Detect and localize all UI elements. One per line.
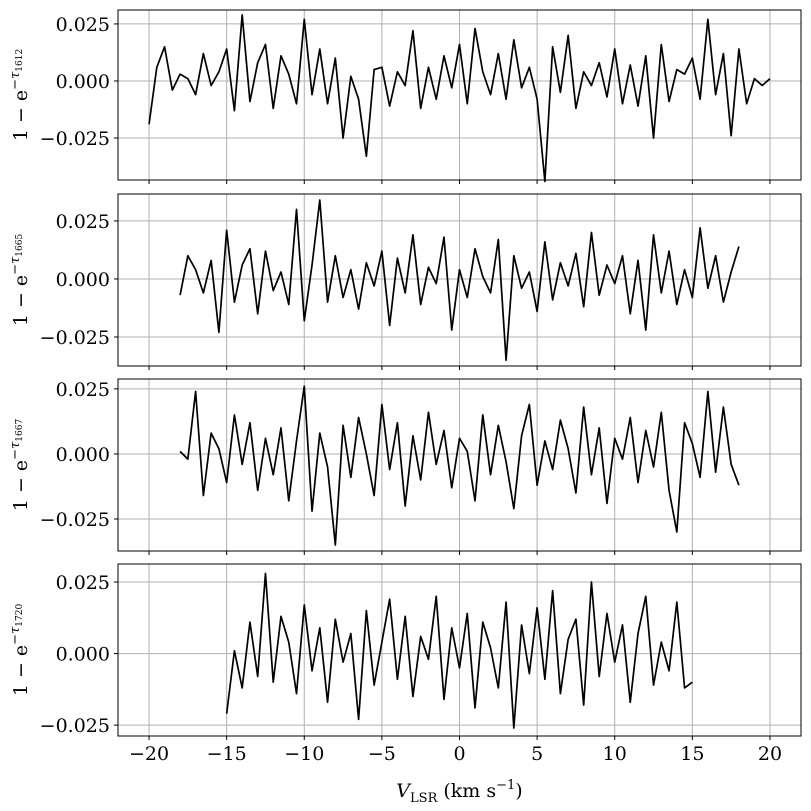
y-tick-label: −0.025 (40, 509, 110, 531)
y-tick-label: 0.025 (56, 211, 110, 233)
axes-frame (117, 563, 802, 737)
x-axis-label: VLSR (km s−1) (396, 778, 522, 806)
y-tick-label: 0.000 (56, 644, 110, 666)
y-axis-label: 1 − e−τ1612 (8, 49, 32, 141)
y-label-sub: 1612 (15, 49, 25, 72)
axes-frame (117, 378, 802, 552)
y-axis-label: 1 − e−τ1667 (8, 419, 32, 512)
y-label-sub: 1665 (15, 234, 25, 257)
y-tick-label: 0.000 (56, 269, 110, 291)
data-line (148, 13, 771, 183)
y-label-base: 1 − e (10, 275, 32, 326)
y-tick-label: −0.025 (40, 327, 110, 349)
x-label-unit: (km s (443, 780, 496, 802)
x-tick-label: −10 (284, 743, 324, 765)
y-label-base: 1 − e (10, 645, 32, 696)
y-tick-label: 0.000 (56, 444, 110, 466)
y-axis-label: 1 − e−τ1720 (8, 604, 32, 697)
y-axis-label: 1 − e−τ1665 (8, 234, 32, 327)
x-tick-label: −15 (207, 743, 247, 765)
x-tick-label: 20 (758, 743, 782, 765)
y-tick-label: 0.025 (56, 379, 110, 401)
y-label-base: 1 − e (10, 460, 32, 511)
data-line (179, 199, 740, 362)
x-tick-label: 0 (453, 743, 465, 765)
y-label-sub: 1720 (15, 604, 25, 627)
x-tick-label: 15 (680, 743, 704, 765)
y-label-base: 1 − e (10, 90, 32, 141)
x-label-unit-sup: −1 (496, 778, 515, 793)
x-tick-label: −20 (129, 743, 169, 765)
y-label-sup: −τ (8, 626, 23, 645)
y-label-sup: −τ (8, 441, 23, 460)
axes-frame (117, 9, 802, 181)
x-label-main: V (396, 780, 412, 802)
data-line (179, 385, 740, 546)
y-label-sup: −τ (8, 71, 23, 90)
y-label-sub: 1667 (15, 419, 25, 442)
x-tick-label: 5 (531, 743, 543, 765)
data-line (225, 572, 693, 729)
x-label-close: ) (515, 780, 522, 802)
y-tick-label: 0.025 (56, 572, 110, 594)
x-tick-label: 10 (603, 743, 627, 765)
x-label-sub: LSR (410, 791, 439, 806)
y-tick-label: −0.025 (40, 715, 110, 737)
y-tick-label: −0.025 (40, 128, 110, 150)
axes-frame (117, 193, 802, 367)
y-tick-label: 0.025 (56, 14, 110, 36)
y-tick-label: 0.000 (56, 71, 110, 93)
x-tick-label: −5 (368, 743, 396, 765)
y-label-sup: −τ (8, 256, 23, 275)
